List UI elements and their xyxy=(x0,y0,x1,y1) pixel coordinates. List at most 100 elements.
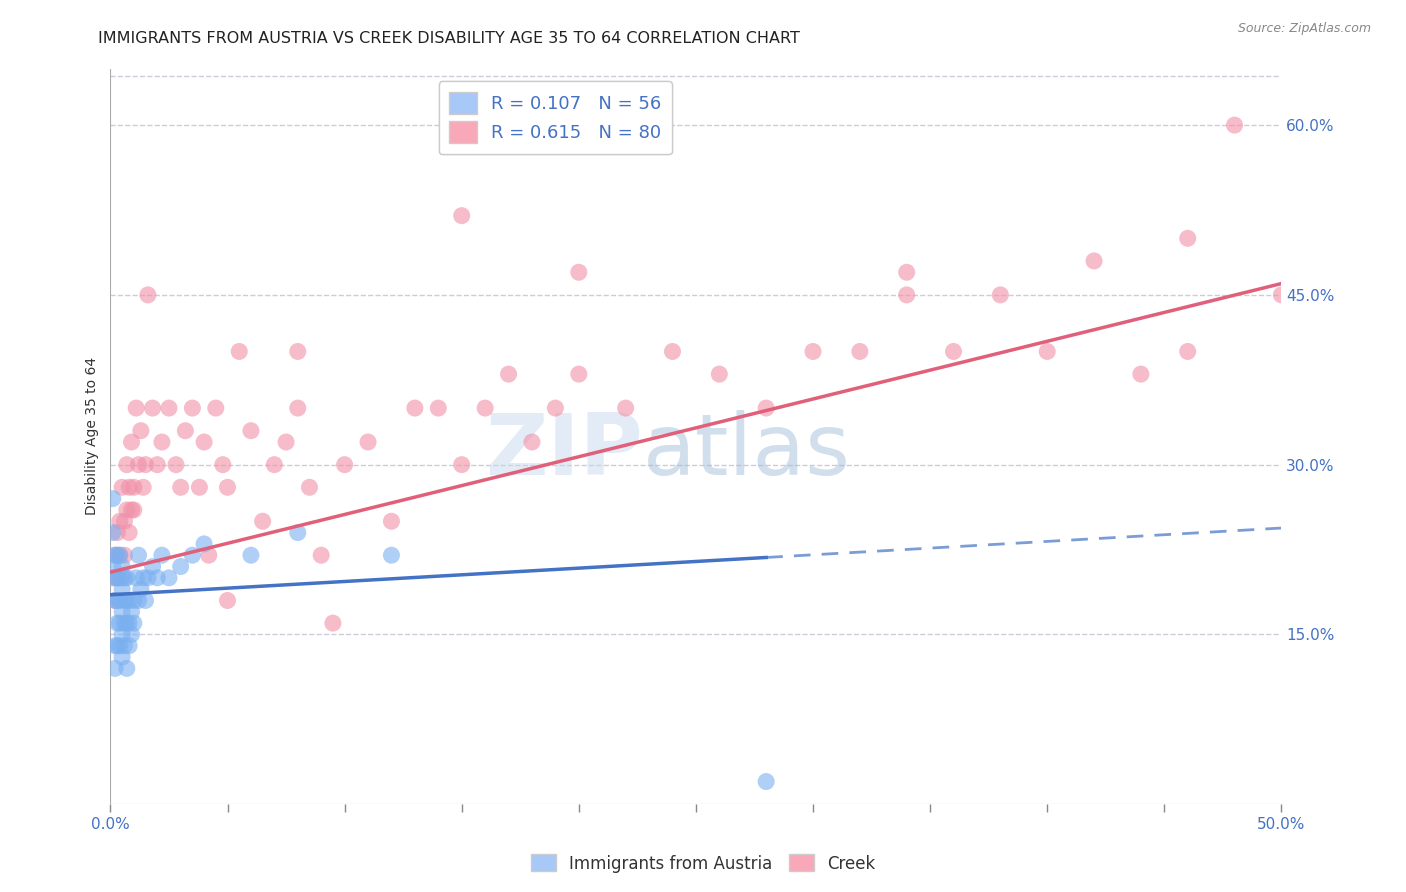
Point xyxy=(709,367,731,381)
Text: Source: ZipAtlas.com: Source: ZipAtlas.com xyxy=(1237,22,1371,36)
Text: atlas: atlas xyxy=(643,409,851,492)
Point xyxy=(204,401,226,415)
Point xyxy=(111,480,134,494)
Point xyxy=(111,582,134,596)
Point xyxy=(333,458,356,472)
Point xyxy=(118,639,141,653)
Point xyxy=(217,480,239,494)
Point xyxy=(146,571,169,585)
Point xyxy=(121,435,143,450)
Point xyxy=(107,639,129,653)
Point xyxy=(111,571,134,585)
Point xyxy=(150,548,173,562)
Legend: R = 0.107   N = 56, R = 0.615   N = 80: R = 0.107 N = 56, R = 0.615 N = 80 xyxy=(439,81,672,154)
Point xyxy=(169,559,191,574)
Point xyxy=(107,548,129,562)
Point xyxy=(114,593,136,607)
Point xyxy=(118,480,141,494)
Point xyxy=(107,571,129,585)
Point xyxy=(108,616,131,631)
Point xyxy=(128,458,150,472)
Point xyxy=(357,435,380,450)
Point xyxy=(239,424,262,438)
Point xyxy=(122,593,145,607)
Legend: Immigrants from Austria, Creek: Immigrants from Austria, Creek xyxy=(524,847,882,880)
Point xyxy=(520,435,543,450)
Point xyxy=(114,548,136,562)
Point xyxy=(135,593,157,607)
Point xyxy=(142,559,165,574)
Point xyxy=(107,593,129,607)
Point xyxy=(104,593,127,607)
Point xyxy=(287,401,309,415)
Point xyxy=(322,616,344,631)
Point xyxy=(115,593,138,607)
Point xyxy=(801,344,824,359)
Point xyxy=(755,774,778,789)
Point xyxy=(107,571,129,585)
Point xyxy=(121,605,143,619)
Point xyxy=(896,265,918,279)
Point xyxy=(115,661,138,675)
Point xyxy=(132,571,155,585)
Point xyxy=(450,458,472,472)
Point xyxy=(122,503,145,517)
Point xyxy=(136,288,159,302)
Point xyxy=(1270,288,1292,302)
Point xyxy=(450,209,472,223)
Point xyxy=(122,616,145,631)
Point xyxy=(211,458,233,472)
Point xyxy=(135,458,157,472)
Point xyxy=(1223,118,1246,132)
Point xyxy=(1177,344,1199,359)
Point xyxy=(125,571,148,585)
Point xyxy=(188,480,211,494)
Point xyxy=(104,548,127,562)
Point xyxy=(104,639,127,653)
Text: ZIP: ZIP xyxy=(485,409,643,492)
Point xyxy=(252,514,274,528)
Point xyxy=(104,593,127,607)
Point xyxy=(988,288,1011,302)
Point xyxy=(118,616,141,631)
Point xyxy=(165,458,187,472)
Point xyxy=(197,548,219,562)
Point xyxy=(108,548,131,562)
Point xyxy=(104,548,127,562)
Point xyxy=(108,639,131,653)
Point xyxy=(114,616,136,631)
Point xyxy=(125,401,148,415)
Point xyxy=(121,503,143,517)
Point xyxy=(568,367,591,381)
Point xyxy=(157,401,180,415)
Point xyxy=(111,559,134,574)
Point xyxy=(108,571,131,585)
Point xyxy=(146,458,169,472)
Point xyxy=(181,401,204,415)
Point xyxy=(129,582,152,596)
Point xyxy=(142,401,165,415)
Point xyxy=(115,458,138,472)
Point xyxy=(115,616,138,631)
Point xyxy=(544,401,567,415)
Point xyxy=(122,480,145,494)
Point xyxy=(1083,254,1105,268)
Point xyxy=(263,458,285,472)
Point xyxy=(380,548,402,562)
Point xyxy=(287,344,309,359)
Point xyxy=(101,571,124,585)
Point xyxy=(498,367,520,381)
Text: IMMIGRANTS FROM AUSTRIA VS CREEK DISABILITY AGE 35 TO 64 CORRELATION CHART: IMMIGRANTS FROM AUSTRIA VS CREEK DISABIL… xyxy=(98,31,800,46)
Point xyxy=(114,571,136,585)
Point xyxy=(157,571,180,585)
Point xyxy=(217,593,239,607)
Point xyxy=(136,571,159,585)
Point xyxy=(568,265,591,279)
Point xyxy=(755,401,778,415)
Point xyxy=(128,548,150,562)
Point xyxy=(614,401,637,415)
Point xyxy=(274,435,297,450)
Point xyxy=(128,593,150,607)
Point xyxy=(661,344,683,359)
Point xyxy=(108,514,131,528)
